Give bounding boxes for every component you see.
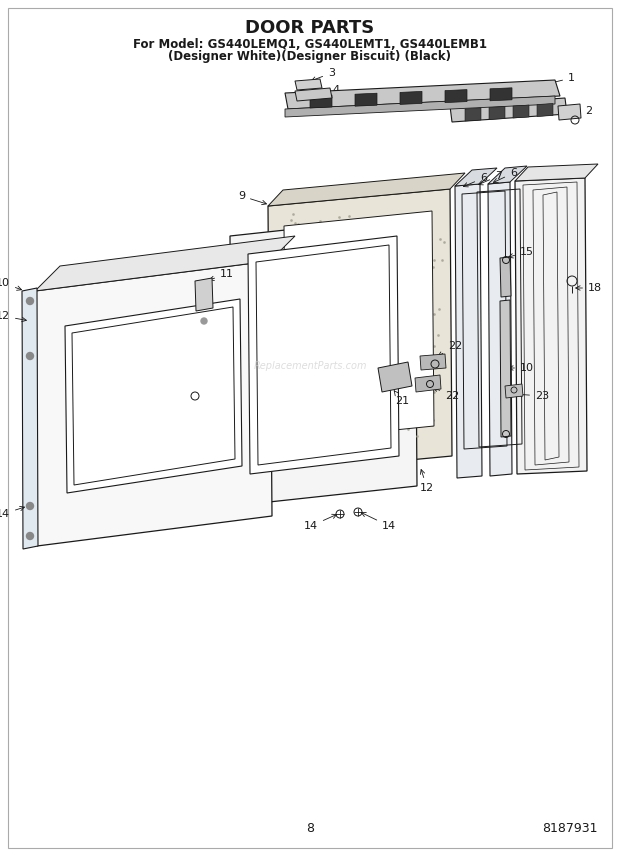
Polygon shape: [500, 257, 511, 297]
Polygon shape: [248, 236, 399, 474]
Polygon shape: [415, 375, 441, 392]
Text: 3: 3: [311, 68, 335, 81]
Text: 23: 23: [518, 391, 549, 401]
Text: 7: 7: [479, 171, 502, 185]
Polygon shape: [284, 211, 434, 441]
Polygon shape: [65, 299, 242, 493]
Text: 10: 10: [0, 278, 22, 290]
Text: 19: 19: [171, 401, 192, 414]
Polygon shape: [490, 88, 512, 101]
Text: 14: 14: [0, 507, 24, 519]
Text: 18: 18: [576, 283, 602, 293]
Polygon shape: [488, 182, 512, 476]
Polygon shape: [285, 80, 560, 109]
Polygon shape: [35, 261, 272, 546]
Polygon shape: [355, 93, 377, 106]
Polygon shape: [268, 173, 465, 206]
Text: 6: 6: [463, 173, 487, 187]
Circle shape: [27, 532, 33, 539]
Text: 14: 14: [304, 514, 337, 531]
Text: 9: 9: [238, 191, 267, 205]
Polygon shape: [285, 96, 555, 117]
Polygon shape: [420, 354, 446, 370]
Polygon shape: [489, 106, 505, 120]
Circle shape: [27, 298, 33, 305]
Text: 12: 12: [420, 470, 434, 493]
Polygon shape: [455, 184, 482, 478]
Polygon shape: [310, 95, 332, 108]
Polygon shape: [450, 98, 567, 122]
Text: 8: 8: [306, 822, 314, 835]
Polygon shape: [537, 104, 553, 116]
Polygon shape: [195, 278, 213, 311]
Polygon shape: [445, 90, 467, 103]
Text: 22: 22: [438, 341, 463, 356]
Polygon shape: [488, 166, 527, 184]
Text: DOOR PARTS: DOOR PARTS: [246, 19, 374, 37]
Polygon shape: [513, 105, 529, 118]
Text: 15: 15: [508, 247, 534, 258]
Polygon shape: [268, 189, 452, 473]
Text: 14: 14: [361, 513, 396, 531]
Circle shape: [27, 502, 33, 509]
Polygon shape: [400, 92, 422, 104]
Text: 11: 11: [210, 269, 234, 281]
Circle shape: [27, 353, 33, 360]
Polygon shape: [515, 178, 587, 474]
Polygon shape: [505, 384, 523, 398]
Polygon shape: [455, 168, 497, 186]
Text: (Designer White)(Designer Biscuit) (Black): (Designer White)(Designer Biscuit) (Blac…: [169, 50, 451, 62]
Text: 21: 21: [394, 391, 409, 406]
Polygon shape: [295, 88, 332, 101]
Text: 22: 22: [433, 387, 459, 401]
Polygon shape: [558, 104, 581, 120]
Text: 1: 1: [534, 73, 575, 88]
Polygon shape: [295, 79, 322, 90]
Polygon shape: [378, 362, 412, 392]
Polygon shape: [35, 236, 295, 291]
Text: 2: 2: [569, 106, 592, 116]
Polygon shape: [465, 108, 481, 121]
Text: 13: 13: [188, 316, 214, 326]
Text: 8187931: 8187931: [542, 822, 598, 835]
Text: 4: 4: [316, 85, 339, 95]
Polygon shape: [515, 164, 598, 181]
Text: 14: 14: [164, 395, 188, 411]
Polygon shape: [500, 300, 511, 437]
Circle shape: [201, 318, 207, 324]
Text: 10: 10: [509, 363, 534, 373]
Text: For Model: GS440LEMQ1, GS440LEMT1, GS440LEMB1: For Model: GS440LEMQ1, GS440LEMT1, GS440…: [133, 38, 487, 51]
Polygon shape: [230, 216, 417, 506]
Polygon shape: [22, 288, 38, 549]
Text: 12: 12: [0, 311, 26, 322]
Text: 6: 6: [494, 168, 517, 182]
Text: ReplacementParts.com: ReplacementParts.com: [253, 361, 367, 371]
